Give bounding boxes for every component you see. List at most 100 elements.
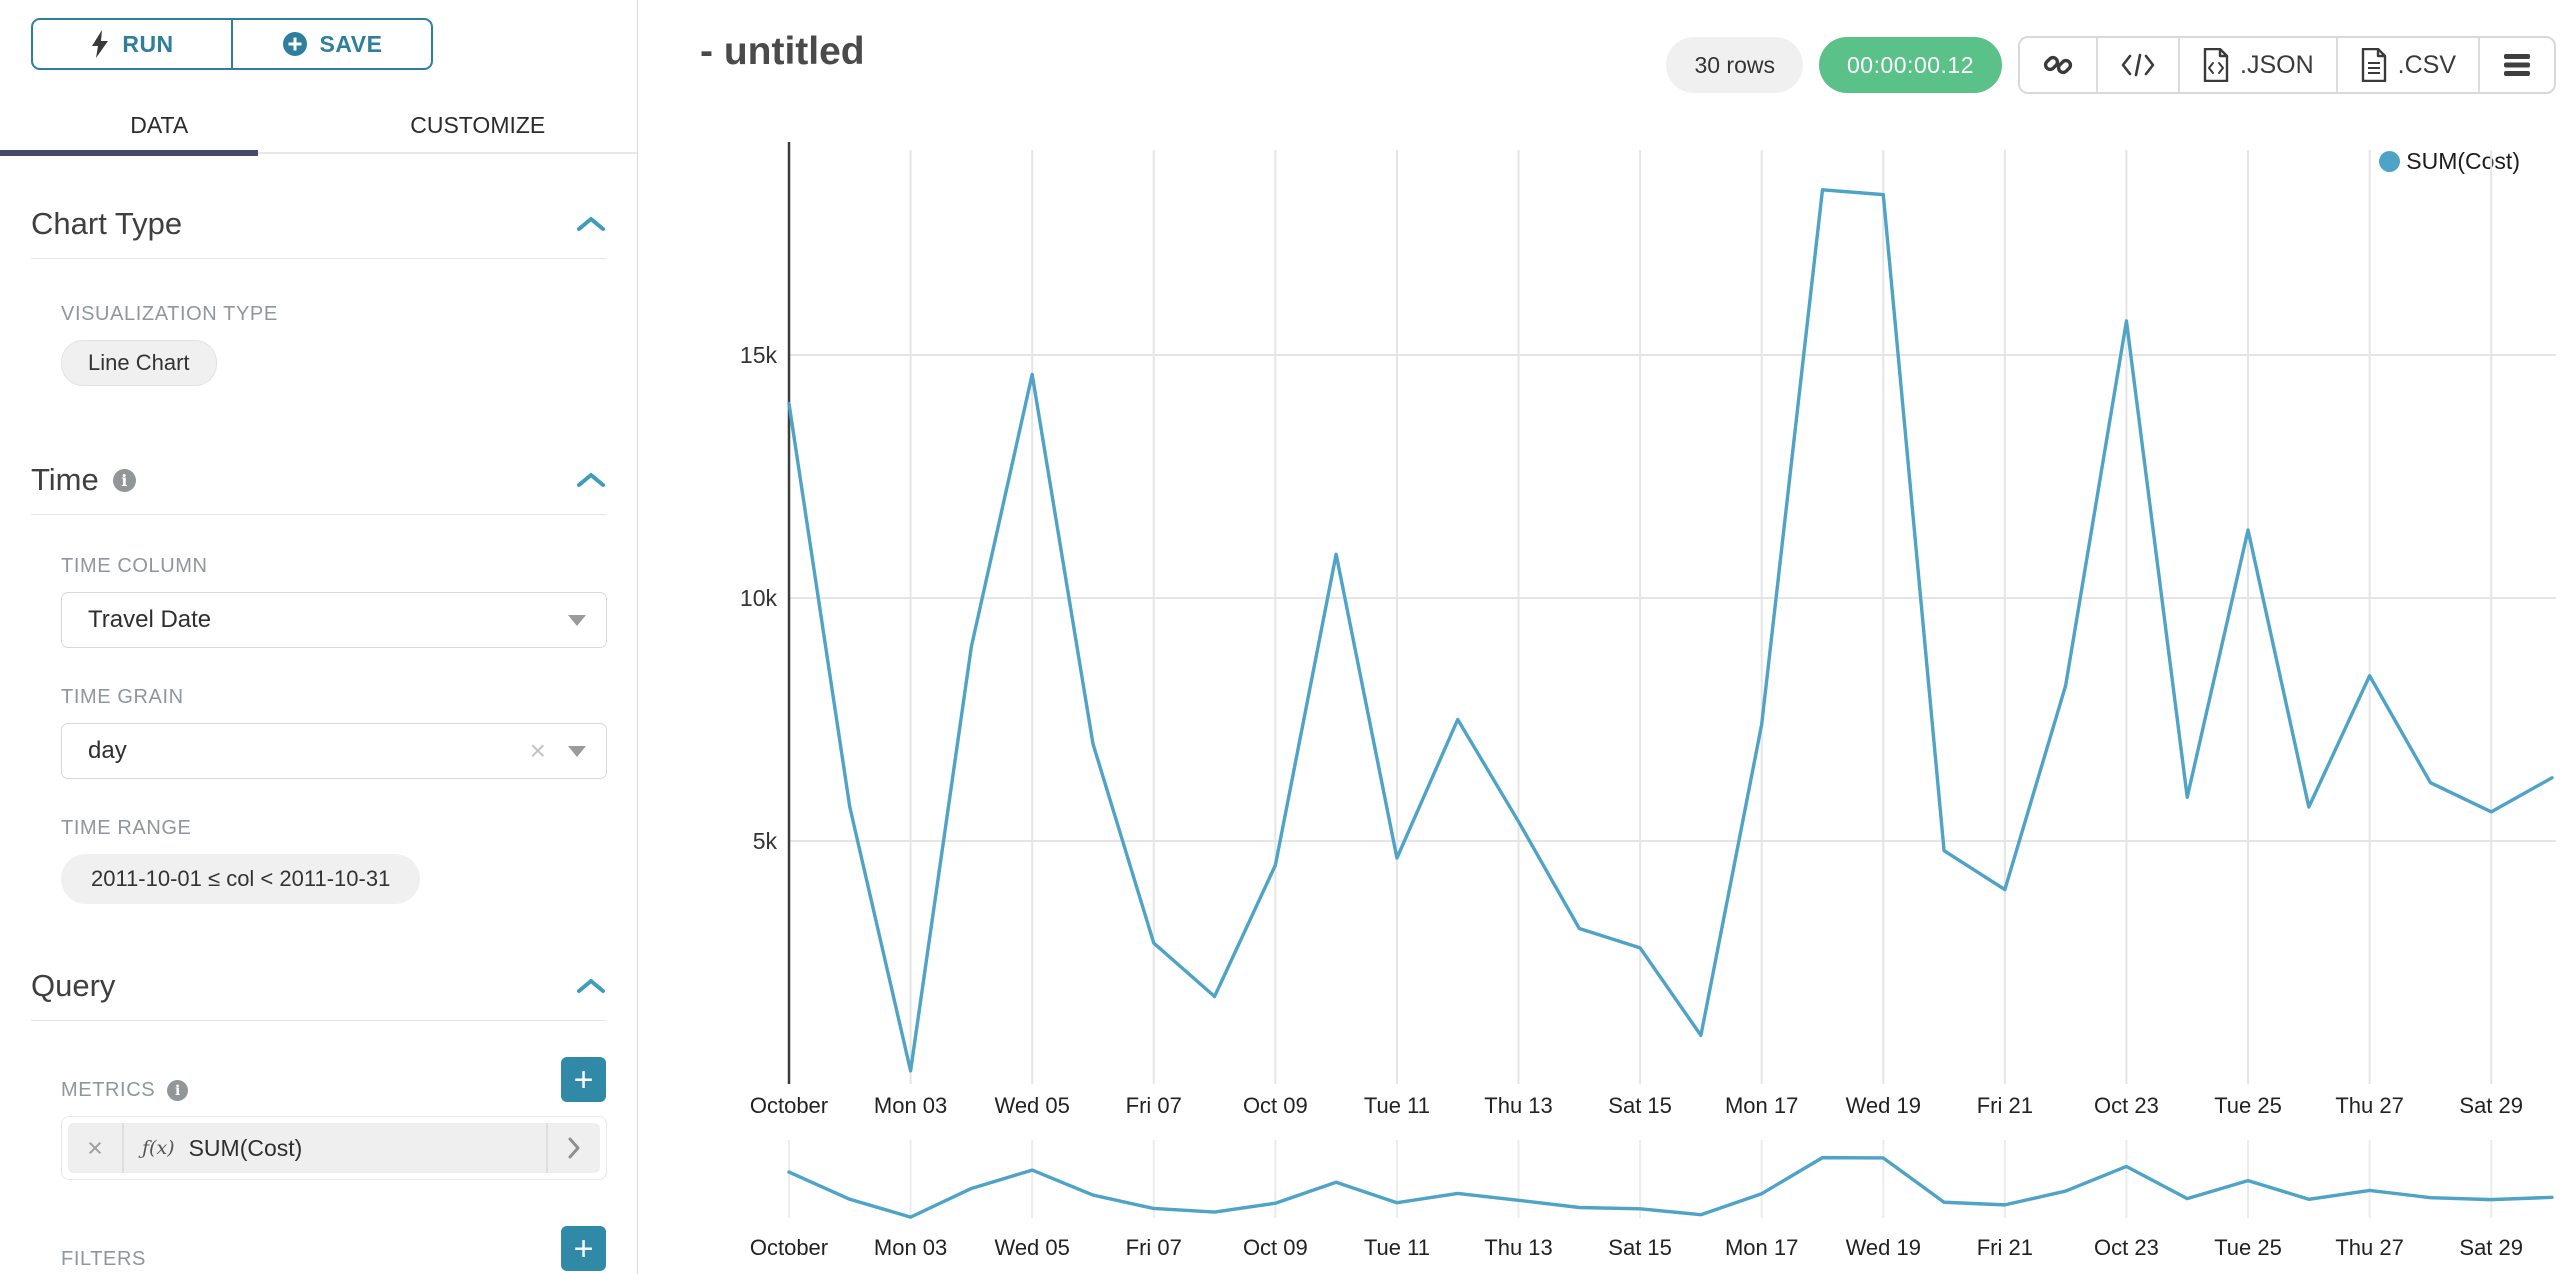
- chart-legend[interactable]: SUM(Cost): [2379, 148, 2520, 175]
- copy-link-button[interactable]: [2020, 38, 2096, 92]
- metric-item[interactable]: × ƒ(x) SUM(Cost): [68, 1123, 600, 1173]
- hamburger-menu-icon: [2504, 54, 2530, 76]
- collapse-chevron-icon[interactable]: [576, 977, 606, 995]
- svg-text:October: October: [750, 1093, 828, 1118]
- svg-text:15k: 15k: [740, 342, 778, 368]
- export-csv-button[interactable]: .CSV: [2335, 38, 2478, 92]
- time-grain-value: day: [88, 737, 127, 764]
- visualization-type-label: VISUALIZATION TYPE: [61, 303, 278, 325]
- metric-body[interactable]: ƒ(x) SUM(Cost): [122, 1123, 546, 1173]
- export-json-label: .JSON: [2240, 50, 2314, 79]
- svg-text:Sat 29: Sat 29: [2459, 1235, 2523, 1260]
- clear-icon[interactable]: ×: [529, 735, 546, 766]
- add-metric-button[interactable]: +: [561, 1057, 606, 1102]
- chart-main-area: - untitled 30 rows 00:00:00.12: [638, 0, 2576, 1274]
- section-divider: [31, 514, 606, 515]
- time-grain-select[interactable]: day ×: [61, 723, 607, 779]
- legend-series-label: SUM(Cost): [2406, 148, 2520, 174]
- export-csv-label: .CSV: [2397, 50, 2456, 79]
- csv-file-icon: [2361, 48, 2386, 82]
- json-file-icon: [2203, 48, 2229, 82]
- chart-title[interactable]: - untitled: [700, 30, 865, 73]
- plus-circle-icon: [282, 32, 307, 56]
- legend-series-dot: [2379, 151, 2401, 172]
- export-json-button[interactable]: .JSON: [2178, 38, 2336, 92]
- svg-text:Fri 07: Fri 07: [1126, 1093, 1182, 1118]
- svg-text:Wed 05: Wed 05: [994, 1093, 1069, 1118]
- svg-text:Fri 21: Fri 21: [1977, 1093, 2033, 1118]
- query-timer-badge: 00:00:00.12: [1819, 37, 2003, 93]
- collapse-chevron-icon[interactable]: [576, 215, 606, 233]
- section-divider: [31, 1020, 606, 1021]
- caret-down-icon: [568, 614, 586, 626]
- metric-name: SUM(Cost): [188, 1134, 303, 1161]
- svg-text:Thu 13: Thu 13: [1484, 1235, 1553, 1260]
- rows-badge: 30 rows: [1666, 37, 1803, 93]
- link-icon: [2043, 55, 2073, 75]
- code-icon: [2121, 53, 2155, 77]
- svg-text:Thu 27: Thu 27: [2335, 1235, 2404, 1260]
- svg-text:Oct 23: Oct 23: [2094, 1235, 2159, 1260]
- info-icon: i: [112, 468, 136, 492]
- svg-text:Tue 11: Tue 11: [1364, 1093, 1430, 1118]
- embed-code-button[interactable]: [2096, 38, 2178, 92]
- svg-text:Mon 03: Mon 03: [874, 1235, 947, 1260]
- svg-text:Sat 15: Sat 15: [1608, 1093, 1672, 1118]
- svg-text:Thu 27: Thu 27: [2335, 1093, 2404, 1118]
- svg-text:Wed 19: Wed 19: [1846, 1093, 1921, 1118]
- svg-text:Oct 09: Oct 09: [1243, 1093, 1308, 1118]
- section-title-query: Query: [31, 968, 116, 1003]
- svg-text:October: October: [750, 1235, 828, 1260]
- svg-text:10k: 10k: [740, 585, 778, 611]
- expand-metric-button[interactable]: [546, 1123, 600, 1173]
- svg-text:Mon 17: Mon 17: [1725, 1093, 1798, 1118]
- time-column-value: Travel Date: [88, 606, 212, 633]
- panel-tabs: DATA CUSTOMIZE: [0, 100, 637, 156]
- add-filter-button[interactable]: +: [561, 1226, 606, 1271]
- time-range-label: TIME RANGE: [61, 817, 192, 839]
- tab-data[interactable]: DATA: [130, 112, 189, 138]
- svg-text:Sat 29: Sat 29: [2459, 1093, 2523, 1118]
- control-panel-sidebar: RUN SAVE DATA CUSTOMIZE Chart Type: [0, 0, 638, 1274]
- chart-toolbar: 30 rows 00:00:00.12: [1666, 36, 2556, 94]
- chart-menu-button[interactable]: [2478, 38, 2554, 92]
- export-button-group: .JSON .CSV: [2018, 36, 2556, 94]
- svg-text:Wed 19: Wed 19: [1846, 1235, 1921, 1260]
- remove-metric-icon[interactable]: ×: [87, 1132, 103, 1163]
- filters-label: FILTERS: [61, 1248, 146, 1270]
- svg-text:5k: 5k: [753, 828, 778, 854]
- run-save-button-group: RUN SAVE: [31, 18, 433, 70]
- save-button-label: SAVE: [319, 30, 383, 57]
- svg-text:Oct 09: Oct 09: [1243, 1235, 1308, 1260]
- tab-customize[interactable]: CUSTOMIZE: [410, 112, 546, 138]
- svg-text:Tue 25: Tue 25: [2214, 1093, 2282, 1118]
- section-title-time: Time: [31, 462, 99, 497]
- time-grain-label: TIME GRAIN: [61, 686, 184, 708]
- run-button-label: RUN: [122, 30, 174, 57]
- svg-text:Fri 07: Fri 07: [1126, 1235, 1182, 1260]
- time-range-value[interactable]: 2011-10-01 ≤ col < 2011-10-31: [61, 854, 421, 904]
- info-icon: i: [167, 1080, 189, 1101]
- metric-container: × ƒ(x) SUM(Cost): [61, 1116, 607, 1180]
- collapse-chevron-icon[interactable]: [576, 471, 606, 489]
- svg-text:Oct 23: Oct 23: [2094, 1093, 2159, 1118]
- svg-text:Tue 11: Tue 11: [1364, 1235, 1430, 1260]
- time-column-label: TIME COLUMN: [61, 555, 208, 577]
- time-column-select[interactable]: Travel Date: [61, 592, 607, 648]
- chevron-right-icon: [568, 1137, 580, 1159]
- visualization-type-value[interactable]: Line Chart: [61, 340, 217, 386]
- save-button[interactable]: SAVE: [231, 20, 431, 68]
- line-chart-svg[interactable]: 5k 10k 15k October Mon 03 Wed 05 Fri 07 Oct 09 T…: [700, 120, 2576, 1274]
- caret-down-icon: [568, 745, 586, 757]
- section-divider: [31, 258, 606, 259]
- svg-text:Tue 25: Tue 25: [2214, 1235, 2282, 1260]
- metrics-label: METRICS: [61, 1079, 156, 1101]
- section-title-chart-type: Chart Type: [31, 206, 183, 241]
- run-button[interactable]: RUN: [33, 20, 231, 68]
- lightning-icon: [92, 30, 109, 58]
- function-icon: ƒ(x): [142, 1137, 175, 1159]
- svg-text:Mon 03: Mon 03: [874, 1093, 947, 1118]
- svg-text:Wed 05: Wed 05: [994, 1235, 1069, 1260]
- line-chart-container[interactable]: SUM(Cost) 5k 10k 15k October Mon 03 Wed 05 Fri…: [700, 120, 2576, 1274]
